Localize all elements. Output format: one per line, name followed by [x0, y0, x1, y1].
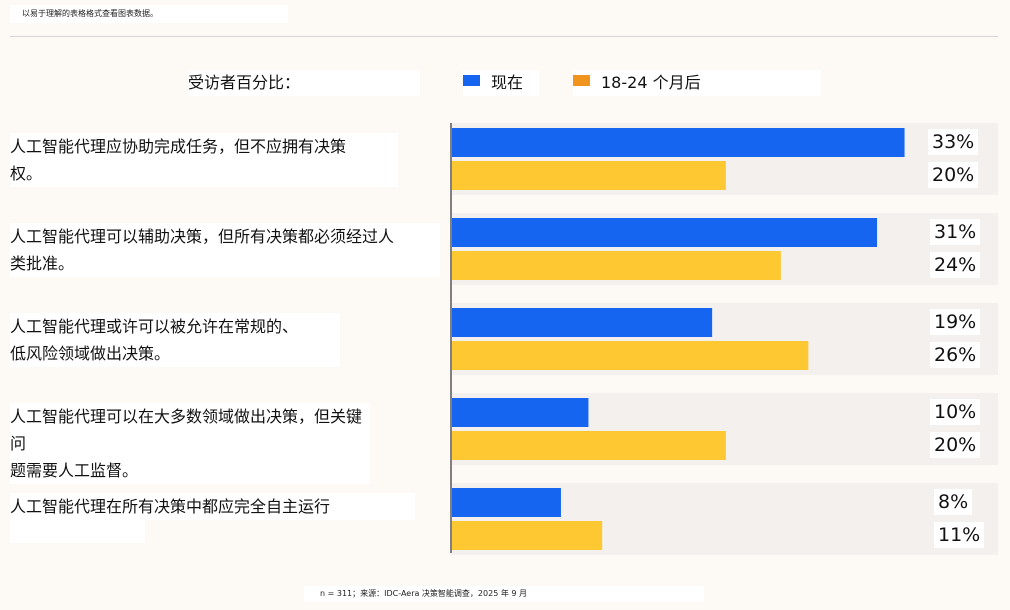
legend: 受访者百分比： 现在 18-24 个月后: [0, 70, 1010, 96]
legend-item-future: 18-24 个月后: [573, 70, 821, 96]
data-label: 24%: [930, 252, 981, 278]
data-label: 26%: [930, 342, 981, 368]
legend-label-now: 现在: [491, 73, 524, 92]
bar-now: [451, 398, 589, 427]
bar-now: [451, 128, 905, 157]
data-label: 33%: [928, 129, 979, 155]
divider: [10, 36, 998, 37]
source-footnote: n = 311；来源：IDC-Aera 决策智能调查，2025 年 9 月: [304, 586, 704, 602]
legend-title: 受访者百分比：: [188, 70, 420, 96]
category-label: 人工智能代理可以在大多数领域做出决策，但关键问 题需要人工监督。: [10, 403, 370, 484]
bar-future: [451, 161, 726, 190]
data-label: 31%: [930, 219, 981, 245]
bar-future: [451, 251, 781, 280]
legend-label-future: 18-24 个月后: [601, 73, 701, 92]
bar-future: [451, 341, 809, 370]
category-label: 人工智能代理应协助完成任务，但不应拥有决策 权。: [10, 133, 398, 187]
bar-future: [451, 431, 726, 460]
flag-swatch-icon: [573, 75, 590, 86]
category-label-filler: [10, 519, 145, 543]
data-label: 10%: [930, 399, 981, 425]
data-label: 19%: [930, 309, 981, 335]
bar-future: [451, 521, 603, 550]
bar-now: [451, 218, 878, 247]
bar-now: [451, 488, 561, 517]
flag-swatch-icon: [463, 75, 480, 86]
table-view-note[interactable]: 以易于理解的表格格式查看图表数据。: [10, 5, 288, 23]
data-label: 20%: [928, 162, 979, 188]
data-label: 8%: [934, 489, 973, 515]
data-label: 11%: [934, 522, 985, 548]
category-label: 人工智能代理在所有决策中都应完全自主运行: [10, 493, 415, 520]
category-label: 人工智能代理可以辅助决策，但所有决策都必须经过人 类批准。: [10, 223, 440, 277]
legend-item-now: 现在: [463, 70, 539, 96]
bar-now: [451, 308, 713, 337]
category-label: 人工智能代理或许可以被允许在常规的、 低风险领域做出决策。: [10, 313, 340, 367]
data-label: 20%: [930, 432, 981, 458]
